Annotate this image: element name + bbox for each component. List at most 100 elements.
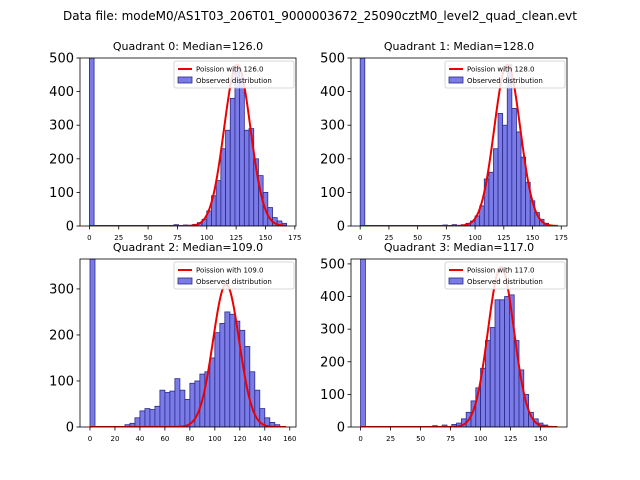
hist-bar xyxy=(184,398,191,427)
x-tick-label: 40 xyxy=(135,435,144,443)
y-tick-label: 200 xyxy=(49,152,74,167)
hist-bar xyxy=(225,129,231,226)
poisson-curve xyxy=(89,283,287,427)
hist-bar xyxy=(214,332,221,427)
x-tick-label: 0 xyxy=(87,234,91,242)
x-tick-label: 175 xyxy=(555,234,568,242)
y-tick-label: 500 xyxy=(49,52,74,67)
subplot-quadrant-2: 0 20 40 60 80 100 120 140 160 0 100 200 300 Quadrant … xyxy=(49,241,296,443)
hist-bar xyxy=(499,299,505,427)
figure-suptitle: Data file: modeM0/AS1T03_206T01_90000036… xyxy=(63,9,577,23)
subplot-quadrant-0: 0 25 50 75 100 125 150 175 0 100 200 300 400 500 Quadr… xyxy=(49,40,301,242)
legend-entry-poisson: Poission with 109.0 xyxy=(196,267,264,275)
hist-bar xyxy=(194,380,201,427)
hist-bar xyxy=(359,58,366,226)
legend-entry-poisson: Poission with 117.0 xyxy=(467,267,535,275)
y-tick-label: 200 xyxy=(49,328,74,343)
x-tick-label: 100 xyxy=(200,234,213,242)
x-tick-label: 50 xyxy=(144,234,153,242)
hist-bar xyxy=(209,357,216,427)
axes-frame xyxy=(79,258,297,428)
poisson-curve xyxy=(360,266,558,427)
y-tick-label: 200 xyxy=(320,152,345,167)
y-tick-label: 200 xyxy=(320,355,345,370)
subplot-title: Quadrant 0: Median=126.0 xyxy=(113,40,263,53)
hist-bar xyxy=(88,58,95,226)
legend-box xyxy=(444,261,566,290)
hist-bar xyxy=(164,392,171,427)
x-tick-label: 150 xyxy=(526,234,539,242)
x-tick-label: 125 xyxy=(229,234,242,242)
hist-bar xyxy=(174,378,181,427)
x-tick-label: 25 xyxy=(114,234,123,242)
legend: Poission with 117.0 Observed distribution xyxy=(444,261,566,290)
hist-bar xyxy=(234,67,241,226)
y-tick-label: 500 xyxy=(320,257,345,272)
hist-bar xyxy=(484,340,491,427)
hist-bar xyxy=(169,390,176,427)
hist-bar xyxy=(219,323,226,427)
hist-bar xyxy=(139,410,146,427)
legend-bar-swatch xyxy=(177,76,193,84)
plot-area xyxy=(89,259,287,427)
legend: Poission with 128.0 Observed distribution xyxy=(444,60,566,89)
hist-bar xyxy=(360,259,366,427)
y-tick-label: 300 xyxy=(320,119,345,134)
y-tick-label: 100 xyxy=(49,186,74,201)
hist-bar xyxy=(154,405,161,427)
hist-bar xyxy=(229,313,236,427)
y-tick-label: 400 xyxy=(49,85,74,100)
x-tick-label: 150 xyxy=(259,234,272,242)
legend-entry-observed: Observed distribution xyxy=(467,77,543,85)
y-tick-label: 0 xyxy=(66,421,74,436)
hist-bar xyxy=(179,389,186,427)
hist-bar xyxy=(215,180,222,226)
legend-entry-observed: Observed distribution xyxy=(196,278,272,286)
plot-area xyxy=(360,259,558,427)
legend-box xyxy=(444,60,566,89)
subplot-grid: 0 25 50 75 100 125 150 1750100200300400500Quadr… xyxy=(49,40,568,443)
legend-entry-observed: Observed distribution xyxy=(196,77,272,85)
y-tick-label: 100 xyxy=(320,388,345,403)
y-tick-label: 0 xyxy=(66,220,74,235)
hist-bar xyxy=(159,389,166,427)
x-tick-label: 25 xyxy=(386,435,395,443)
hist-bar xyxy=(506,64,513,226)
hist-bar xyxy=(89,259,96,427)
subplot-quadrant-1: 0 25 50 75 100 125 150 175 0 100 200 300 400 500 Quadr… xyxy=(320,40,568,242)
axes-frame xyxy=(350,57,568,227)
hist-bar xyxy=(504,296,510,427)
y-tick-label: 100 xyxy=(320,186,345,201)
y-tick-label: 0 xyxy=(337,421,345,436)
hist-bar xyxy=(144,408,151,427)
x-tick-label: 0 xyxy=(358,435,362,443)
legend-bar-swatch xyxy=(448,277,464,285)
hist-bar xyxy=(488,171,494,226)
legend-box xyxy=(173,60,295,89)
x-tick-label: 20 xyxy=(110,435,119,443)
hist-bar xyxy=(502,124,508,226)
hist-bar xyxy=(489,327,496,427)
x-tick-label: 100 xyxy=(474,435,487,443)
legend-entry-observed: Observed distribution xyxy=(467,278,543,286)
subplot-title: Quadrant 3: Median=117.0 xyxy=(384,241,534,254)
x-tick-label: 50 xyxy=(416,435,425,443)
hist-bar xyxy=(497,113,504,226)
axes-frame xyxy=(79,57,297,227)
hist-bar xyxy=(229,97,236,226)
plot-area xyxy=(88,58,288,226)
legend-entry-poisson: Poission with 128.0 xyxy=(467,66,535,74)
x-tick-label: 175 xyxy=(288,234,301,242)
hist-bar xyxy=(494,299,501,427)
x-tick-label: 160 xyxy=(283,435,296,443)
y-tick-label: 0 xyxy=(337,220,345,235)
hist-bar xyxy=(149,409,156,427)
x-tick-label: 75 xyxy=(173,234,182,242)
y-tick-label: 500 xyxy=(320,52,345,67)
y-tick-label: 400 xyxy=(320,85,345,100)
hist-bar xyxy=(220,148,226,226)
y-tick-label: 300 xyxy=(320,323,345,338)
x-tick-label: 0 xyxy=(88,435,92,443)
x-tick-label: 125 xyxy=(504,435,517,443)
hist-bar xyxy=(493,148,499,226)
